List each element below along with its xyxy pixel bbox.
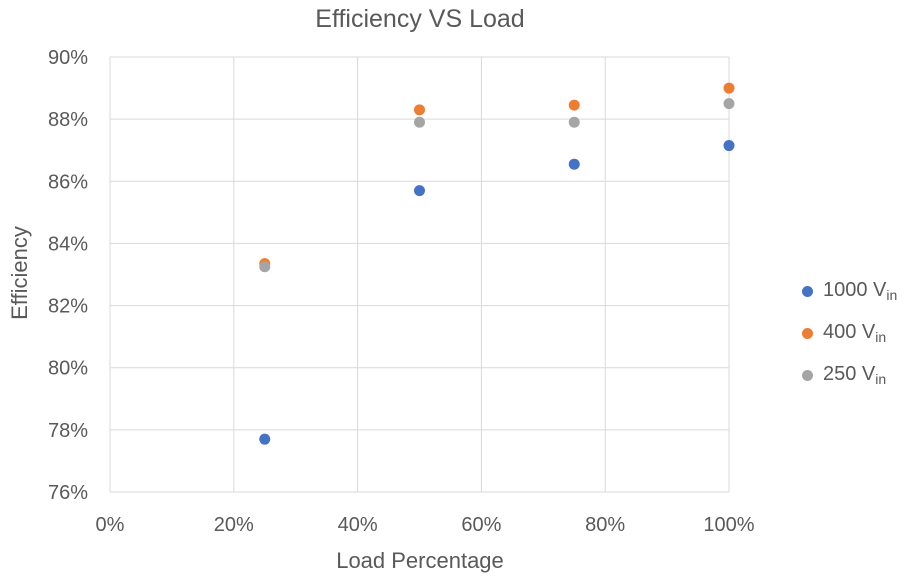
y-tick-label: 78% — [48, 420, 88, 442]
x-tick-label: 80% — [585, 514, 625, 536]
data-point-series-1 — [723, 82, 735, 94]
data-point-series-0 — [723, 140, 735, 152]
legend-label-250v: 250 Vin — [823, 363, 887, 387]
x-tick-label: 20% — [214, 514, 254, 536]
data-point-series-1 — [568, 99, 580, 111]
y-tick-label: 82% — [48, 296, 88, 318]
y-tick-label: 80% — [48, 358, 88, 380]
x-tick-label: 0% — [96, 514, 125, 536]
legend-item-1000v: 1000 Vin — [802, 270, 897, 312]
data-point-series-1 — [414, 104, 425, 116]
legend-marker-400v — [802, 327, 813, 339]
data-point-series-2 — [568, 116, 580, 128]
x-tick-label: 100% — [703, 514, 754, 536]
x-axis-label: Load Percentage — [336, 548, 504, 573]
data-point-series-0 — [568, 158, 580, 170]
data-point-series-0 — [414, 185, 425, 197]
chart-title: Efficiency VS Load — [315, 5, 525, 33]
data-point-series-2 — [723, 98, 735, 110]
y-tick-label: 88% — [48, 109, 88, 131]
data-point-series-0 — [259, 433, 271, 445]
legend-label-1000v: 1000 Vin — [823, 279, 898, 303]
legend-marker-1000v — [802, 285, 813, 297]
data-point-series-2 — [414, 116, 425, 128]
y-tick-label: 86% — [48, 171, 88, 193]
x-tick-label: 40% — [338, 514, 378, 536]
y-tick-label: 76% — [48, 482, 88, 504]
legend-marker-250v — [802, 369, 813, 381]
legend-item-250v: 250 Vin — [802, 354, 897, 396]
y-axis-label: Efficiency — [7, 226, 32, 320]
y-tick-label: 84% — [48, 233, 88, 255]
legend: 1000 Vin 400 Vin 250 Vin — [802, 270, 897, 396]
legend-item-400v: 400 Vin — [802, 312, 897, 354]
data-point-series-2 — [259, 261, 271, 273]
y-tick-label: 90% — [48, 47, 88, 69]
legend-label-400v: 400 Vin — [823, 321, 887, 345]
x-tick-label: 60% — [461, 514, 501, 536]
